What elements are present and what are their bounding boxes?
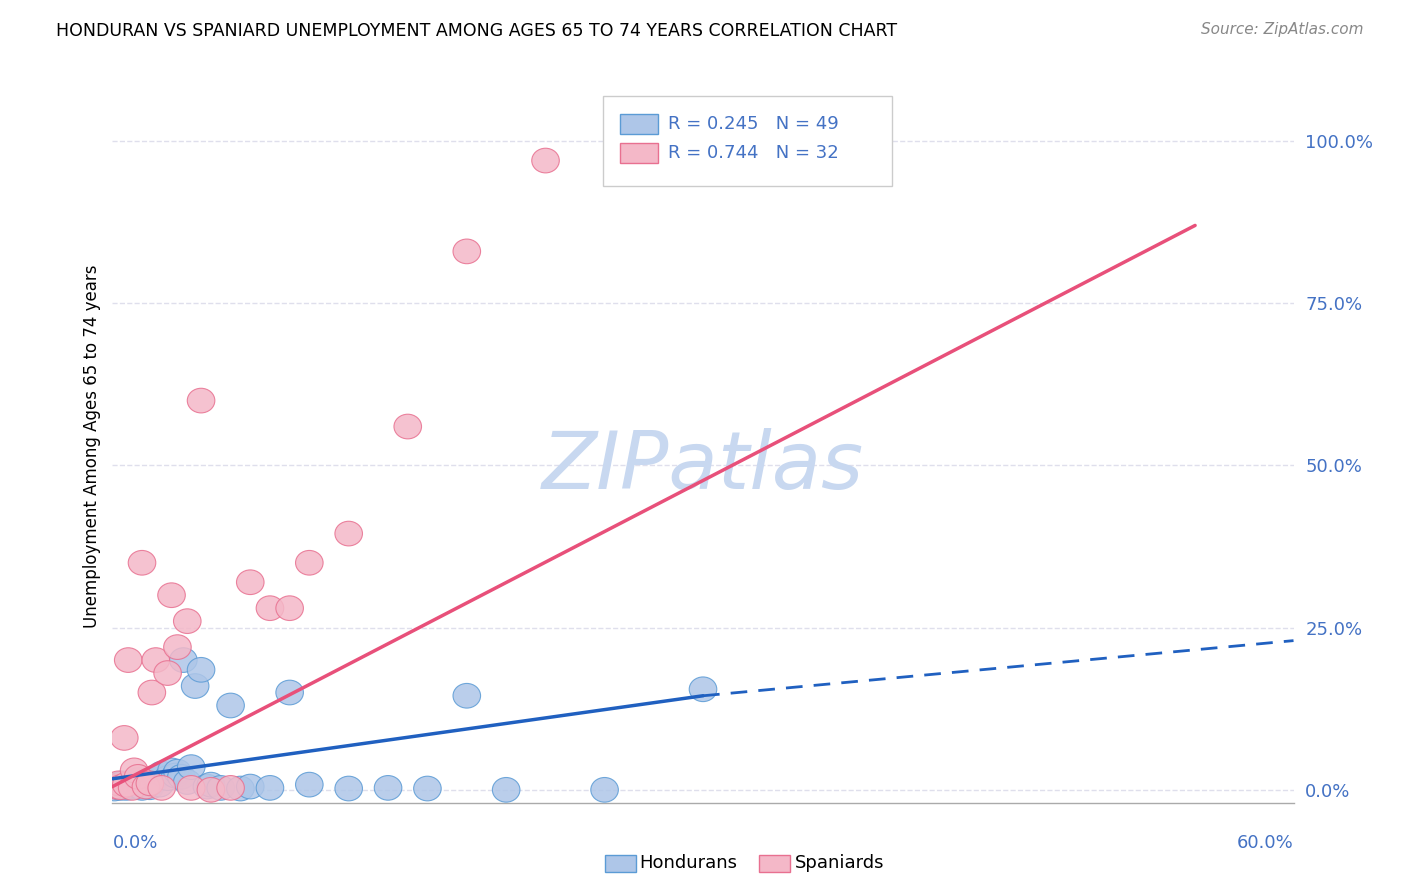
Text: 0.0%: 0.0% — [112, 834, 157, 852]
Ellipse shape — [207, 775, 235, 800]
Ellipse shape — [111, 774, 138, 799]
Ellipse shape — [134, 770, 162, 795]
Ellipse shape — [394, 414, 422, 439]
Text: HONDURAN VS SPANIARD UNEMPLOYMENT AMONG AGES 65 TO 74 YEARS CORRELATION CHART: HONDURAN VS SPANIARD UNEMPLOYMENT AMONG … — [56, 22, 897, 40]
Text: R = 0.245   N = 49: R = 0.245 N = 49 — [668, 115, 838, 133]
Text: Source: ZipAtlas.com: Source: ZipAtlas.com — [1201, 22, 1364, 37]
Ellipse shape — [193, 774, 221, 799]
Ellipse shape — [136, 775, 163, 799]
Ellipse shape — [107, 775, 134, 799]
Ellipse shape — [163, 635, 191, 659]
Ellipse shape — [104, 772, 132, 797]
Ellipse shape — [197, 778, 225, 802]
Ellipse shape — [236, 570, 264, 595]
Ellipse shape — [187, 657, 215, 682]
Ellipse shape — [170, 648, 197, 673]
Ellipse shape — [177, 755, 205, 780]
Ellipse shape — [124, 764, 152, 789]
Ellipse shape — [217, 775, 245, 800]
Ellipse shape — [128, 775, 156, 800]
Ellipse shape — [591, 778, 619, 802]
Ellipse shape — [108, 771, 136, 796]
Ellipse shape — [111, 725, 138, 750]
Ellipse shape — [138, 771, 166, 796]
Text: Spaniards: Spaniards — [794, 855, 884, 872]
Ellipse shape — [453, 239, 481, 264]
Ellipse shape — [173, 770, 201, 795]
Ellipse shape — [121, 758, 148, 782]
Ellipse shape — [197, 772, 225, 797]
Ellipse shape — [131, 772, 157, 797]
Ellipse shape — [122, 773, 150, 797]
Ellipse shape — [181, 673, 209, 698]
Ellipse shape — [127, 774, 153, 799]
Ellipse shape — [492, 778, 520, 802]
Ellipse shape — [124, 768, 152, 792]
Ellipse shape — [114, 648, 142, 673]
Ellipse shape — [295, 772, 323, 797]
Ellipse shape — [335, 776, 363, 801]
Ellipse shape — [256, 775, 284, 800]
Ellipse shape — [142, 648, 170, 673]
Ellipse shape — [217, 693, 245, 718]
Ellipse shape — [121, 770, 148, 795]
Ellipse shape — [163, 759, 191, 784]
Ellipse shape — [413, 776, 441, 801]
Ellipse shape — [117, 775, 143, 799]
Ellipse shape — [650, 128, 678, 153]
Ellipse shape — [138, 681, 166, 705]
Ellipse shape — [276, 681, 304, 705]
FancyBboxPatch shape — [603, 96, 891, 186]
Ellipse shape — [148, 775, 176, 800]
Ellipse shape — [187, 388, 215, 413]
Ellipse shape — [112, 775, 141, 800]
Text: ZIPatlas: ZIPatlas — [541, 428, 865, 507]
Ellipse shape — [112, 772, 141, 797]
Ellipse shape — [256, 596, 284, 621]
Ellipse shape — [146, 772, 173, 797]
Ellipse shape — [128, 550, 156, 575]
Ellipse shape — [107, 775, 134, 800]
Ellipse shape — [177, 775, 205, 800]
Bar — [620, 114, 658, 134]
Ellipse shape — [132, 774, 160, 799]
Y-axis label: Unemployment Among Ages 65 to 74 years: Unemployment Among Ages 65 to 74 years — [83, 264, 101, 628]
Ellipse shape — [276, 596, 304, 621]
Text: 60.0%: 60.0% — [1237, 834, 1294, 852]
Ellipse shape — [531, 148, 560, 173]
Text: Hondurans: Hondurans — [640, 855, 738, 872]
Ellipse shape — [153, 766, 181, 790]
Ellipse shape — [689, 677, 717, 702]
Ellipse shape — [374, 775, 402, 800]
Ellipse shape — [236, 774, 264, 799]
Ellipse shape — [157, 758, 186, 782]
Ellipse shape — [104, 771, 132, 796]
Ellipse shape — [148, 761, 176, 786]
Ellipse shape — [335, 521, 363, 546]
Ellipse shape — [157, 582, 186, 607]
Ellipse shape — [162, 764, 190, 788]
Ellipse shape — [153, 661, 181, 685]
Ellipse shape — [101, 774, 128, 799]
Ellipse shape — [295, 550, 323, 575]
Ellipse shape — [453, 683, 481, 708]
Ellipse shape — [103, 774, 131, 799]
Ellipse shape — [118, 775, 146, 800]
Ellipse shape — [142, 768, 170, 792]
Ellipse shape — [226, 776, 254, 801]
Text: R = 0.744   N = 32: R = 0.744 N = 32 — [668, 144, 838, 161]
Ellipse shape — [136, 771, 163, 796]
Bar — [620, 143, 658, 162]
Ellipse shape — [173, 609, 201, 633]
Ellipse shape — [118, 773, 146, 798]
Ellipse shape — [143, 764, 172, 789]
Ellipse shape — [167, 764, 195, 789]
Ellipse shape — [114, 772, 142, 797]
Ellipse shape — [101, 776, 128, 801]
